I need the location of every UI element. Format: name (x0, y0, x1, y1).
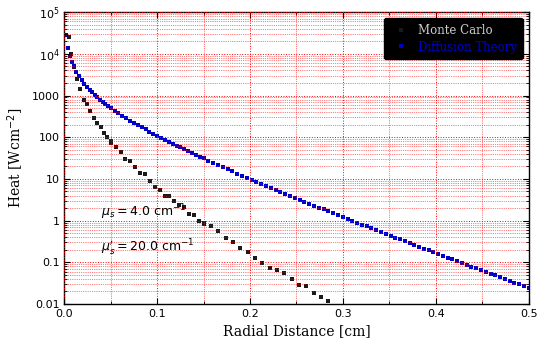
Diffusion Theory (63, 33, 70, 37)
X-axis label: Radial Distance [cm]: Radial Distance [cm] (223, 324, 370, 338)
Monte Carlo (91, 116, 97, 120)
Monte Carlo (332, 304, 339, 308)
Diffusion Theory (315, 205, 322, 209)
Diffusion Theory (173, 143, 180, 148)
Monte Carlo (186, 212, 192, 216)
Diffusion Theory (526, 286, 532, 290)
Line: Monte Carlo: Monte Carlo (67, 35, 337, 307)
Text: $\mu_s = 4.0\ \mathrm{cm}^{-1}$: $\mu_s = 4.0\ \mathrm{cm}^{-1}$ (102, 203, 187, 222)
Monte Carlo (176, 203, 182, 207)
Y-axis label: Heat [Wcm$^{-2}$]: Heat [Wcm$^{-2}$] (5, 108, 26, 208)
Line: Diffusion Theory: Diffusion Theory (65, 33, 530, 289)
Monte Carlo (65, 35, 72, 39)
Legend: Monte Carlo, Diffusion Theory: Monte Carlo, Diffusion Theory (383, 18, 523, 60)
Diffusion Theory (97, 98, 103, 102)
Monte Carlo (191, 213, 197, 217)
Diffusion Theory (131, 121, 137, 125)
Monte Carlo (207, 224, 214, 228)
Diffusion Theory (459, 261, 465, 265)
Text: $\mu_s' = 20.0\ \mathrm{cm}^{-1}$: $\mu_s' = 20.0\ \mathrm{cm}^{-1}$ (102, 238, 195, 258)
Diffusion Theory (197, 154, 203, 159)
Monte Carlo (132, 165, 138, 169)
